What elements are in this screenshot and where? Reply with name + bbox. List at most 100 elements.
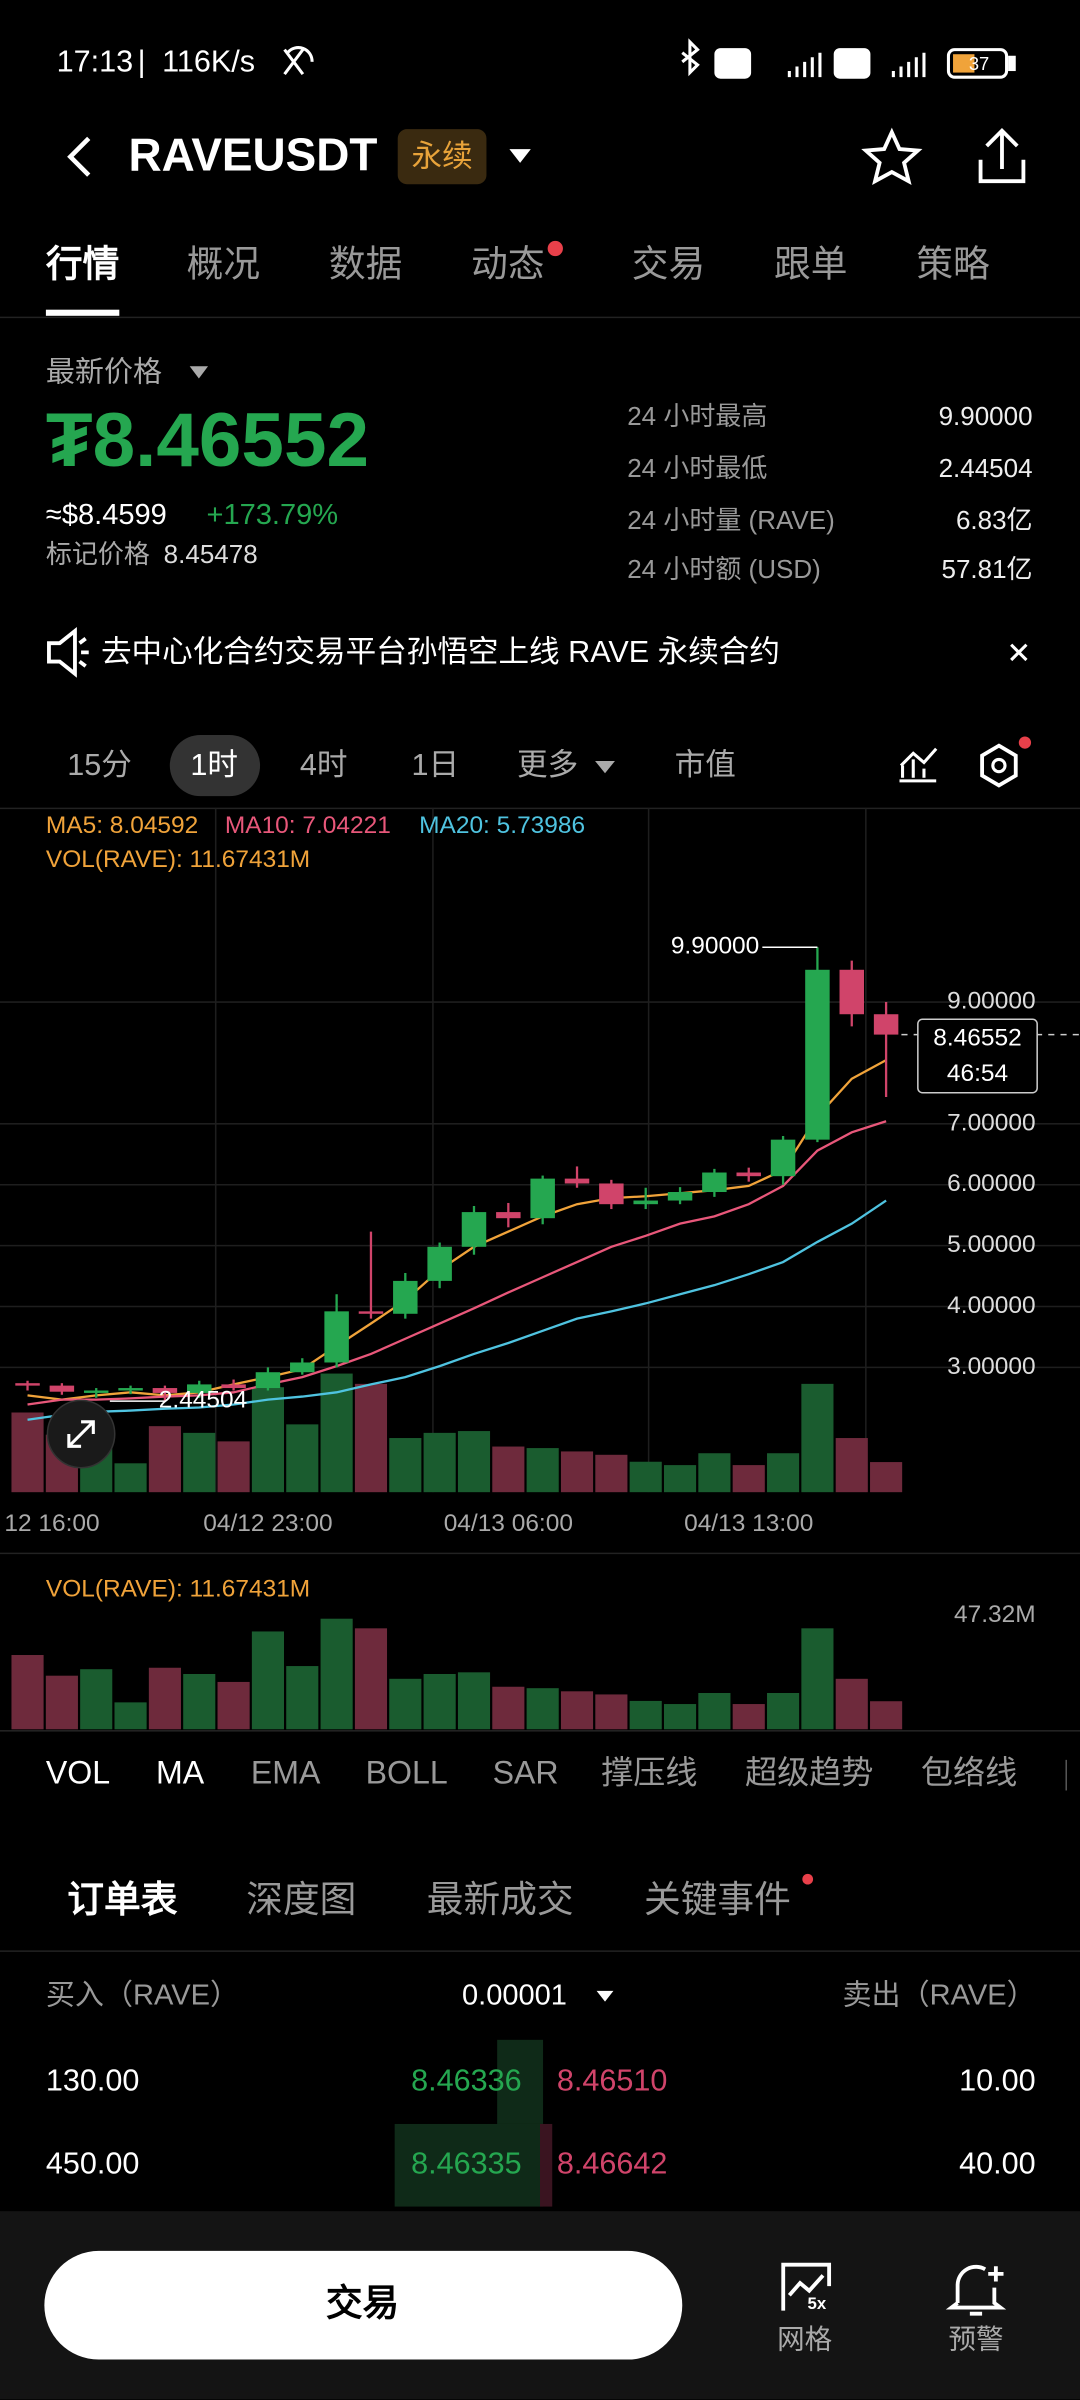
candle-body <box>667 1192 693 1201</box>
buy-label: 买入（RAVE） <box>46 1980 239 2012</box>
candle-body <box>530 1178 555 1219</box>
notice[interactable]: 去中心化合约交易平台孙悟空上线 RAVE 永续合约 <box>101 635 780 669</box>
tag-bg <box>397 129 487 185</box>
trade-button[interactable] <box>44 2250 683 2360</box>
ma-line <box>27 1059 887 1401</box>
close-notice[interactable] <box>1010 643 1028 662</box>
ma-line <box>27 1199 887 1421</box>
high-label: 9.90000 <box>671 933 759 960</box>
x-tick-label: 04/13 06:00 <box>444 1510 573 1537</box>
candle-body <box>187 1384 212 1393</box>
last-price: ₮8.46552 <box>46 398 369 483</box>
candle-body <box>461 1212 487 1247</box>
symbol-dropdown[interactable] <box>509 149 531 163</box>
status-time: 17:13 <box>57 44 134 78</box>
stat-value: 6.83亿 <box>956 505 1033 535</box>
indicator[interactable]: VOL <box>46 1755 110 1791</box>
volume-overlay-bar <box>354 1383 388 1493</box>
x-tick-label: 12 16:00 <box>4 1510 99 1537</box>
order-tabs: 订单表 深度图 最新成交 关键事件 <box>67 1879 791 1920</box>
volume-overlay-bar <box>560 1451 594 1493</box>
favorite[interactable] <box>861 127 923 185</box>
share[interactable] <box>978 128 1026 184</box>
tab[interactable]: 数据 <box>329 244 402 285</box>
volume-overlay-bar <box>732 1465 765 1493</box>
volume-bar <box>457 1672 491 1730</box>
order-tab[interactable]: 订单表 <box>67 1879 177 1920</box>
y-tick-label: 3.00000 <box>947 1353 1035 1380</box>
candle-body <box>873 1014 899 1035</box>
precision[interactable]: 0.00001 <box>462 1980 567 2012</box>
indicator[interactable]: SAR <box>493 1755 559 1791</box>
volume-overlay-bar <box>526 1448 559 1493</box>
volume-overlay-bar <box>595 1454 628 1493</box>
volume-bar <box>114 1702 147 1730</box>
last-price-label: 8.46552 <box>933 1025 1021 1052</box>
interval[interactable]: 1日 <box>412 748 460 782</box>
legend-item: MA20: 5.73986 <box>419 812 585 839</box>
volume-overlay-bar <box>183 1432 216 1493</box>
volume-bar <box>767 1692 800 1730</box>
indicator[interactable]: 超级趋势 <box>745 1755 873 1791</box>
volume-bar <box>80 1669 113 1730</box>
alert-icon[interactable] <box>945 2264 1007 2316</box>
candle-body <box>839 969 864 1015</box>
candle-body <box>736 1172 761 1177</box>
back-button[interactable] <box>67 136 91 177</box>
more-dropdown[interactable] <box>595 760 615 774</box>
y-tick-label: 6.00000 <box>947 1170 1035 1197</box>
usd-price: ≈$8.4599 <box>46 499 167 531</box>
tab[interactable]: 动态 <box>471 244 544 285</box>
order-tab[interactable]: 关键事件 <box>644 1879 791 1920</box>
tab[interactable]: 策略 <box>916 244 990 285</box>
stat-label: 24 小时额 (USD) <box>627 554 821 584</box>
interval[interactable]: 更多 <box>517 748 578 782</box>
candle-body <box>221 1384 246 1389</box>
volume-bar <box>45 1675 78 1730</box>
volume-overlay-bar <box>801 1383 834 1493</box>
tab[interactable]: 跟单 <box>774 244 847 285</box>
symbol: RAVEUSDT <box>128 128 377 180</box>
battery: 37 <box>969 53 989 74</box>
indicator[interactable]: BOLL <box>366 1755 448 1791</box>
volume-bar <box>354 1628 388 1730</box>
interval[interactable]: 市值 <box>675 748 736 782</box>
stat-label: 24 小时量 (RAVE) <box>627 505 835 535</box>
candle-body <box>83 1390 109 1393</box>
volume-overlay-bar <box>698 1453 731 1493</box>
ma-line <box>27 1120 887 1406</box>
volume-bar <box>870 1701 903 1730</box>
indicator[interactable]: MA <box>156 1755 205 1791</box>
grid-icon[interactable] <box>781 2262 832 2311</box>
order-tab[interactable]: 深度图 <box>246 1879 356 1920</box>
interval[interactable]: 1时 <box>190 748 238 782</box>
grid-label: 网格 <box>777 2323 832 2354</box>
indicator[interactable]: 包络线 <box>921 1755 1017 1791</box>
mark-label: 标记价格 <box>46 539 150 569</box>
candle-body <box>599 1183 624 1205</box>
volume-bar <box>251 1631 284 1730</box>
volume-overlay-bar <box>148 1426 181 1493</box>
chart-settings[interactable] <box>980 743 1018 788</box>
tab[interactable]: 行情 <box>46 244 119 285</box>
volume-overlay-bar <box>286 1424 319 1493</box>
tab[interactable]: 交易 <box>632 244 705 285</box>
indicator[interactable]: EMA <box>251 1755 321 1791</box>
order-rows: 130.00 8.46336 8.46510 10.00 450.00 8.46… <box>46 2064 1036 2181</box>
price-dropdown[interactable] <box>189 366 209 379</box>
ask-price: 8.46642 <box>557 2146 668 2180</box>
candle-body <box>805 969 830 1140</box>
y-tick-label: 9.00000 <box>947 988 1035 1015</box>
precision-dropdown[interactable] <box>596 1990 614 2002</box>
interval[interactable]: 4时 <box>300 748 348 782</box>
indicator-settings[interactable] <box>899 747 938 783</box>
volume-bar <box>183 1674 216 1730</box>
tab[interactable]: 概况 <box>187 244 260 285</box>
volume-bar <box>595 1694 628 1730</box>
interval[interactable]: 15分 <box>67 748 132 782</box>
order-tab[interactable]: 最新成交 <box>427 1879 574 1920</box>
low-label: 2.44504 <box>159 1387 247 1414</box>
vol-title: VOL(RAVE): 11.67431M <box>46 1576 310 1603</box>
indicator[interactable]: 撑压线 <box>601 1755 697 1791</box>
volume-bar <box>526 1688 559 1730</box>
